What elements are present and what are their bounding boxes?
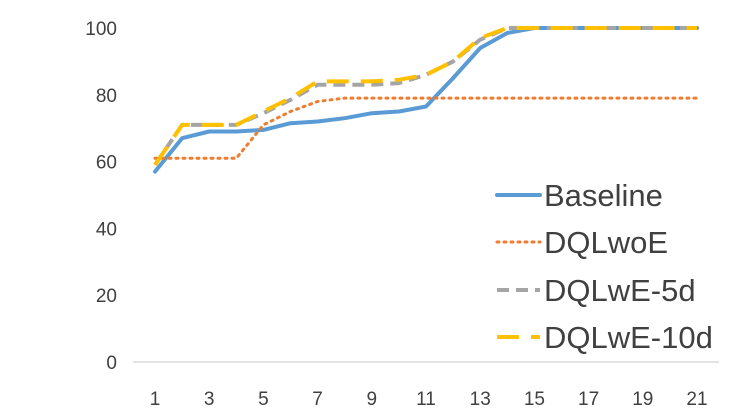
x-tick-label: 3 bbox=[204, 389, 215, 410]
x-tick-label: 7 bbox=[312, 389, 323, 410]
x-tick-label: 1 bbox=[150, 389, 161, 410]
y-tick-label: 100 bbox=[85, 19, 117, 40]
x-tick-label: 21 bbox=[686, 389, 707, 410]
legend-label: Baseline bbox=[544, 178, 663, 213]
legend: Baseline DQLwoE DQLwE-5d DQLwE-10d bbox=[495, 178, 713, 355]
y-tick-label: 40 bbox=[96, 219, 117, 240]
series-lines bbox=[153, 26, 699, 174]
x-tick-label: 17 bbox=[578, 389, 599, 410]
x-axis-tick-labels: 1 3 5 7 9 11 13 15 17 19 21 bbox=[150, 389, 708, 410]
series-line-dqlwe-10d bbox=[153, 26, 697, 167]
y-tick-label: 80 bbox=[96, 86, 117, 107]
legend-label: DQLwE-10d bbox=[544, 320, 713, 355]
legend-label: DQLwoE bbox=[544, 225, 668, 260]
y-tick-label: 60 bbox=[96, 153, 117, 174]
y-tick-label: 0 bbox=[106, 353, 117, 374]
x-tick-label: 15 bbox=[524, 389, 545, 410]
series-line-dqlwe-5d bbox=[153, 26, 697, 167]
x-tick-label: 19 bbox=[632, 389, 653, 410]
x-tick-label: 5 bbox=[258, 389, 269, 410]
y-tick-label: 20 bbox=[96, 286, 117, 307]
legend-label: DQLwE-5d bbox=[544, 273, 696, 308]
series-line-baseline bbox=[153, 26, 699, 174]
y-axis-tick-labels: 0 20 40 60 80 100 bbox=[85, 19, 117, 374]
x-tick-label: 9 bbox=[367, 389, 378, 410]
x-tick-label: 13 bbox=[470, 389, 491, 410]
x-tick-label: 11 bbox=[416, 389, 436, 410]
